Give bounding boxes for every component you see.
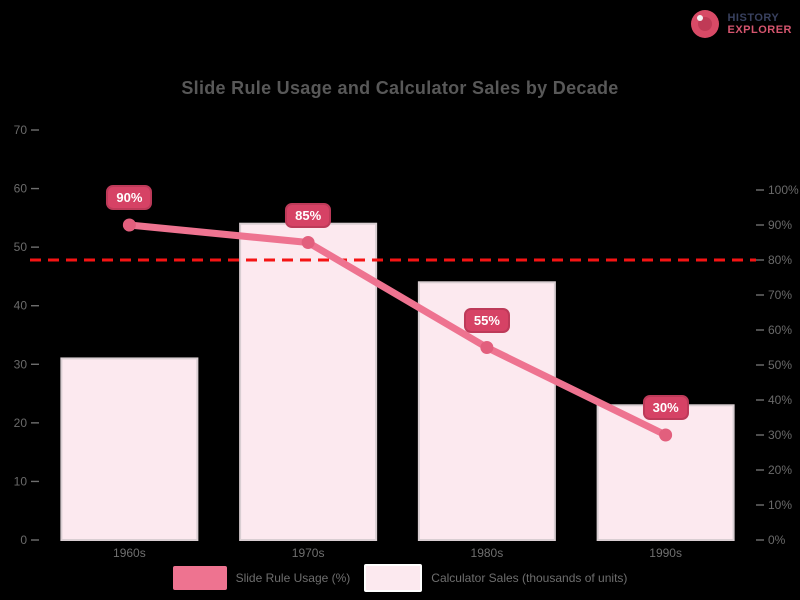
right-axis-tick-label: 30% xyxy=(768,428,792,442)
right-axis-tick-label: 0% xyxy=(768,533,786,547)
data-point-1990s xyxy=(659,428,673,442)
logo-wordmark: HISTORY EXPLORER xyxy=(727,12,792,36)
data-point-1960s xyxy=(122,218,136,232)
legend-label-1: Calculator Sales (thousands of units) xyxy=(431,571,628,585)
data-point-1980s xyxy=(480,341,494,354)
right-axis-tick-label: 80% xyxy=(768,253,792,267)
globe-icon xyxy=(691,10,720,38)
right-axis-tick-label: 20% xyxy=(768,463,792,477)
logo-line2: EXPLORER xyxy=(727,24,792,36)
chart-title: Slide Rule Usage and Calculator Sales by… xyxy=(181,78,619,98)
bar-1960s xyxy=(60,357,199,541)
chart-legend: Slide Rule Usage (%) Calculator Sales (th… xyxy=(0,564,800,592)
left-axis-tick-label: 10 xyxy=(14,474,28,488)
left-axis-tick-label: 30 xyxy=(14,357,28,371)
left-axis-tick-label: 70 xyxy=(14,123,28,137)
legend-swatch-0 xyxy=(172,566,227,590)
right-axis-tick-label: 100% xyxy=(768,183,799,197)
left-axis-tick-label: 20 xyxy=(14,416,28,430)
right-axis-tick-label: 70% xyxy=(768,288,792,302)
right-axis-tick-label: 10% xyxy=(768,498,792,512)
legend-swatch-1 xyxy=(364,564,423,592)
legend-label-0: Slide Rule Usage (%) xyxy=(235,571,351,585)
right-axis-tick-label: 60% xyxy=(768,323,792,337)
left-axis-tick-label: 60 xyxy=(14,182,28,196)
left-axis-tick-label: 40 xyxy=(14,299,28,313)
right-axis-tick-label: 90% xyxy=(768,218,792,232)
right-axis-tick-label: 40% xyxy=(768,393,792,407)
trend-line xyxy=(125,221,670,439)
data-point-1970s xyxy=(301,236,315,249)
bar-1990s xyxy=(596,404,735,541)
legend-item-1: Calculator Sales (thousands of units) xyxy=(364,564,627,592)
site-logo: HISTORY EXPLORER xyxy=(689,8,792,40)
logo-line1: HISTORY xyxy=(727,12,780,24)
right-axis-tick-label: 50% xyxy=(768,358,792,372)
left-axis-tick-label: 50 xyxy=(14,240,28,254)
legend-item-0: Slide Rule Usage (%) xyxy=(172,566,351,590)
left-axis-tick-label: 0 xyxy=(20,533,27,547)
